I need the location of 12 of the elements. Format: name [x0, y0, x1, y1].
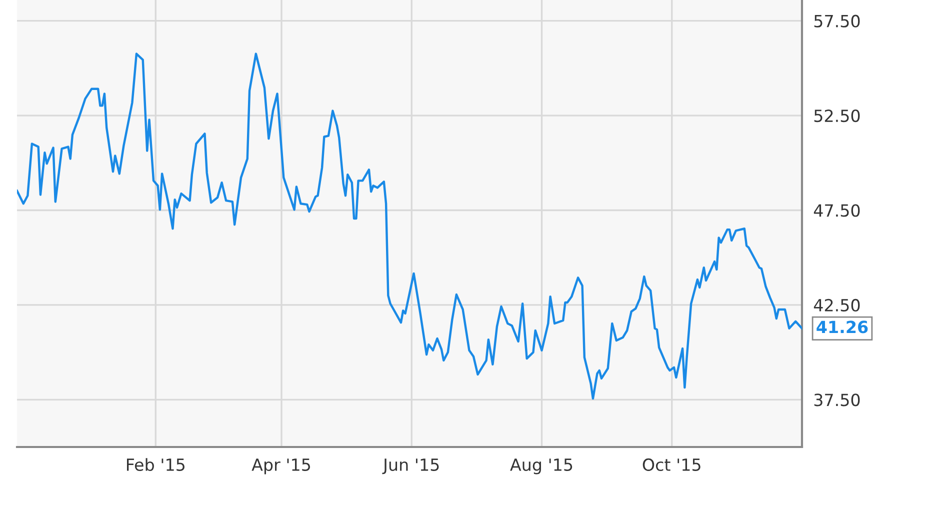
line-series: [17, 52, 802, 400]
annotation: 41.26: [816, 320, 868, 334]
y-tick-label: 37.50: [814, 394, 860, 406]
y-tick-label: 57.50: [814, 14, 860, 28]
x-tick-label: Jun '15: [382, 458, 439, 474]
x-tick-label: Feb '15: [126, 458, 184, 472]
y-tick-label: 42.50: [814, 298, 860, 312]
y-tick-label: 47.50: [814, 204, 860, 217]
x-tick-label: Aug '15: [510, 458, 572, 474]
x-tick-label: Oct '15: [642, 458, 700, 472]
x-tick-label: Apr '15: [252, 458, 310, 474]
y-tick-label: 52.50: [814, 110, 860, 122]
